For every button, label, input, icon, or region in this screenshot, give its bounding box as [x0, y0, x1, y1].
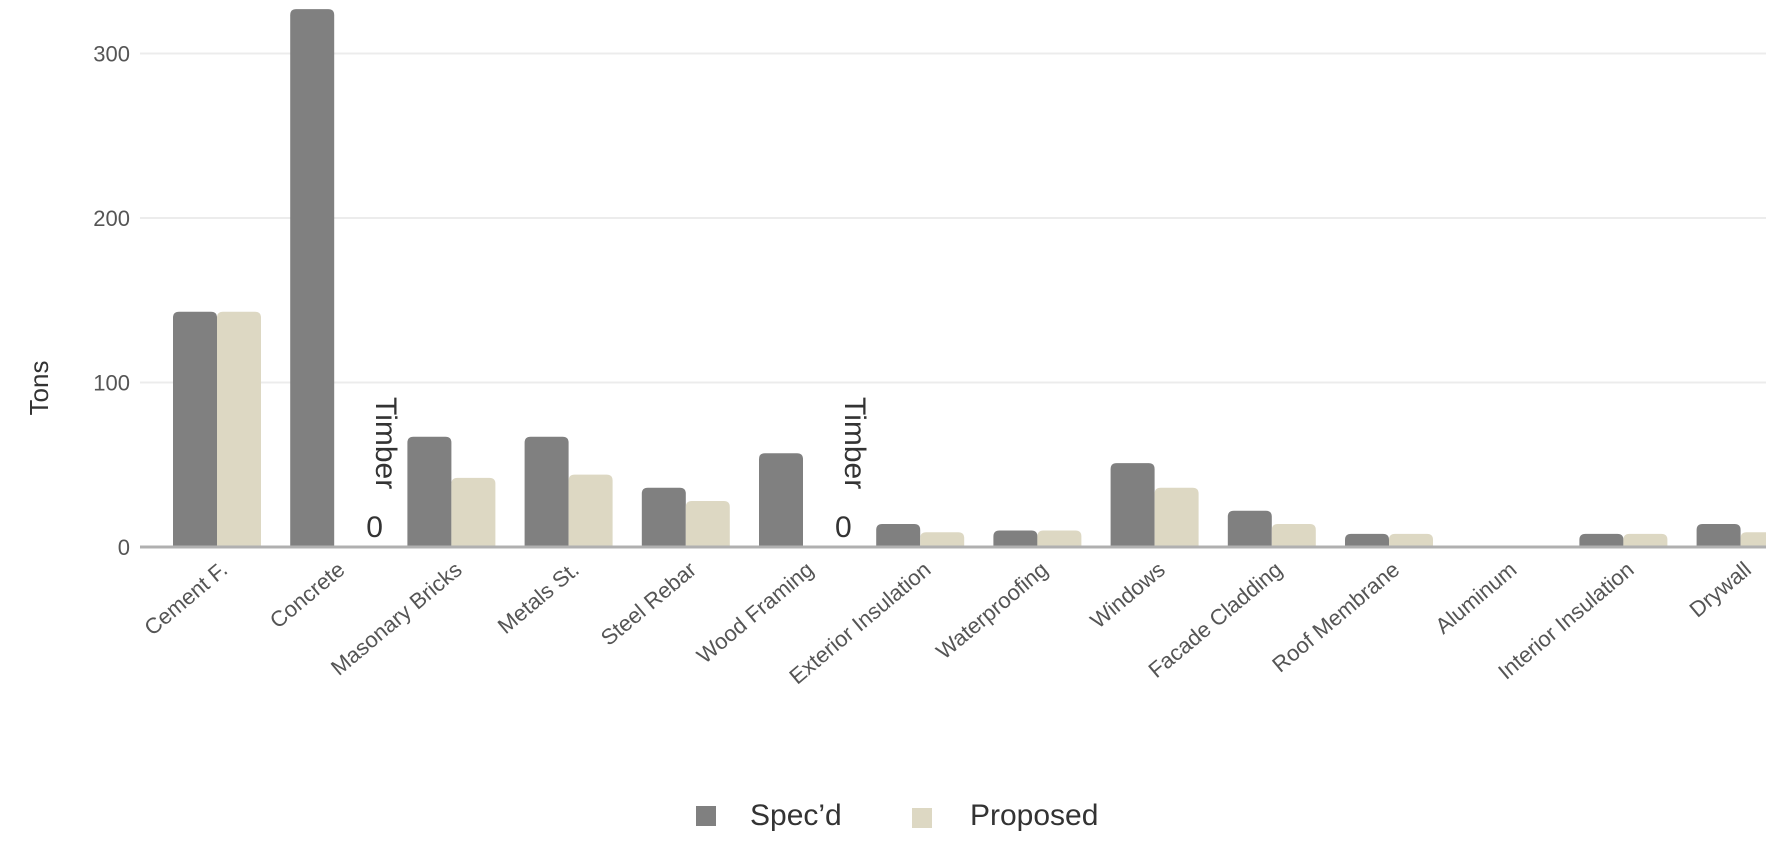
annotation-value: 0 — [835, 511, 852, 544]
legend-label-proposed: Proposed — [970, 799, 1098, 832]
annotations: Timber 0 Timber 0 — [366, 397, 871, 544]
bar-specd-windows — [1110, 463, 1155, 547]
bar-specd-roof-membrane — [1345, 533, 1389, 547]
bar-proposed-waterproofing — [1037, 530, 1082, 547]
bar-specd-wood-framing — [759, 453, 803, 547]
bar-specd-waterproofing — [993, 530, 1038, 547]
annotation-label: Timber — [838, 397, 871, 489]
annotation-label: Timber — [369, 397, 402, 489]
legend-label-spec: Spec’d — [750, 799, 842, 832]
gridlines — [140, 52, 1766, 384]
bar-specd-concrete — [290, 9, 335, 547]
bar-proposed-roof-membrane — [1389, 533, 1433, 547]
annotation-value: 0 — [366, 511, 383, 544]
bar-specd-exterior-insulation — [876, 523, 921, 547]
x-tick-label: Steel Rebar — [596, 557, 701, 651]
bar-specd-metals-st — [524, 436, 569, 547]
bar-specd-steel-rebar — [641, 487, 686, 547]
x-tick-label: Waterproofing — [931, 557, 1052, 664]
bar-proposed-masonary-bricks — [451, 477, 496, 547]
bar-specd-facade-cladding — [1227, 510, 1272, 547]
bar-proposed-cement-f — [217, 311, 261, 547]
x-tick-label: Metals St. — [493, 557, 584, 639]
bar-proposed-windows — [1154, 487, 1199, 547]
bar-proposed-metals-st — [568, 474, 613, 547]
legend-swatch-spec — [696, 806, 716, 826]
legend-swatch-proposed — [912, 808, 932, 828]
y-tick-label: 300 — [93, 42, 130, 67]
x-tick-label: Cement F. — [139, 557, 232, 641]
legend: Spec’d Proposed — [696, 799, 1098, 832]
bar-specd-interior-insulation — [1579, 533, 1624, 547]
bar-proposed-interior-insulation — [1623, 533, 1668, 547]
x-tick-label: Drywall — [1684, 557, 1755, 623]
bar-proposed-steel-rebar — [685, 500, 730, 547]
bar-specd-cement-f — [173, 311, 217, 547]
bar-specd-drywall — [1696, 523, 1741, 547]
bar-proposed-drywall — [1740, 532, 1766, 547]
x-tick-label: Concrete — [265, 557, 349, 634]
bar-proposed-exterior-insulation — [920, 532, 965, 547]
x-tick-label: Aluminum — [1430, 557, 1521, 639]
y-tick-labels: 0 100 200 300 — [93, 42, 130, 561]
y-axis-title: Tons — [24, 361, 54, 416]
x-tick-label: Wood Framing — [692, 557, 818, 669]
x-tick-label: Windows — [1085, 557, 1169, 634]
bars — [173, 9, 1766, 547]
y-tick-label: 0 — [118, 535, 130, 560]
bar-specd-masonary-bricks — [407, 436, 452, 547]
bar-proposed-facade-cladding — [1271, 523, 1316, 547]
x-tick-label: Roof Membrane — [1267, 557, 1404, 678]
y-tick-label: 100 — [93, 371, 130, 396]
y-tick-label: 200 — [93, 206, 130, 231]
